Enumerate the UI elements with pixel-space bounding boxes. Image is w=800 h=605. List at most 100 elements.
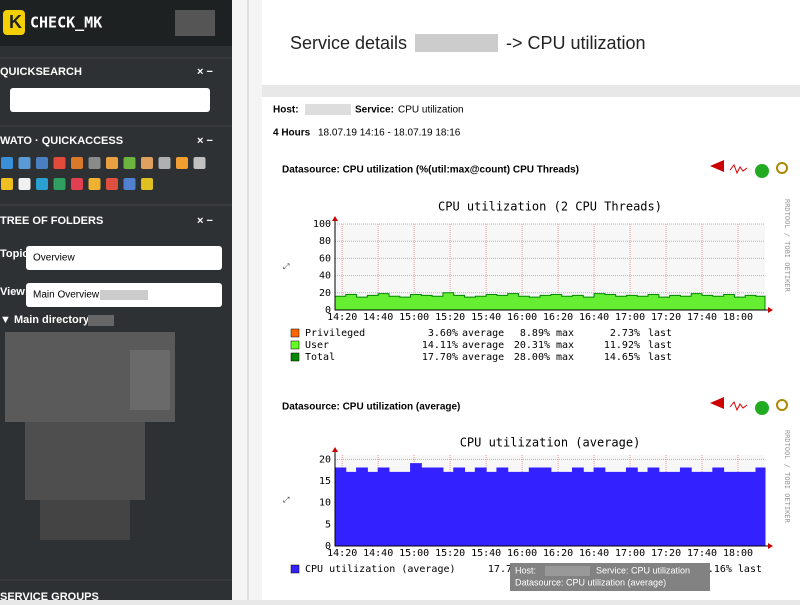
quickaccess-icon[interactable]	[159, 157, 171, 169]
x-tick-label: 16:40	[579, 548, 609, 559]
quickaccess-icon[interactable]	[71, 178, 83, 190]
legend-cell: last	[648, 328, 672, 339]
legend-cell: 11.92%	[604, 340, 640, 351]
tooltip-text: Datasource: CPU utilization (average)	[515, 577, 666, 587]
legend-swatch	[291, 353, 299, 361]
y-tick-label: 20	[319, 288, 331, 299]
view-value: Main Overview	[33, 290, 100, 301]
x-tick-label: 14:40	[363, 312, 393, 323]
legend-cell: max	[556, 328, 574, 339]
blurred-host	[415, 34, 498, 52]
quickaccess-icon[interactable]	[54, 178, 66, 190]
quickaccess-icon[interactable]	[36, 157, 48, 169]
x-tick-label: 16:20	[543, 312, 573, 323]
quickaccess-icon[interactable]	[106, 178, 118, 190]
quickaccess-icon[interactable]	[1, 178, 13, 190]
blurred-text	[100, 290, 148, 300]
legend-cell: 17.70%	[422, 352, 458, 363]
x-tick-label: 15:00	[399, 548, 429, 559]
legend-cell: .16% last	[708, 564, 762, 575]
y-tick-label: 20	[319, 454, 331, 465]
legend-cell: 14.11%	[422, 340, 458, 351]
blurred-user	[175, 10, 215, 36]
gutter	[232, 0, 262, 600]
legend-cell: max	[556, 352, 574, 363]
tooltip-text: Host:	[515, 565, 536, 575]
quickaccess-icon[interactable]	[1, 157, 13, 169]
section-title[interactable]: WATO · QUICKACCESS	[0, 135, 123, 147]
service: CPU utilization	[398, 105, 464, 116]
y-tick-label: 10	[319, 498, 331, 509]
quickaccess-icon[interactable]	[89, 178, 101, 190]
legend-cell: average	[462, 328, 504, 339]
legend-cell: 14.65%	[604, 352, 640, 363]
quickaccess-icon[interactable]	[89, 157, 101, 169]
quickaccess-icon[interactable]	[194, 157, 206, 169]
header-title: Service details	[290, 33, 407, 53]
x-tick-label: 14:20	[327, 312, 357, 323]
field-label: View:	[0, 286, 29, 298]
x-tick-label: 17:40	[687, 548, 717, 559]
x-tick-label: 16:00	[507, 548, 537, 559]
quickaccess-icon[interactable]	[176, 157, 188, 169]
legend-cell: last	[648, 352, 672, 363]
blurred-text	[88, 315, 114, 326]
legend-cell: 2.73%	[610, 328, 640, 339]
x-tick-label: 17:20	[651, 312, 681, 323]
side-label: RRDTOOL / TOBI OETIKER	[783, 199, 791, 293]
x-tick-label: 15:20	[435, 312, 465, 323]
y-tick-label: 15	[319, 476, 331, 487]
y-tick-label: 40	[319, 271, 331, 282]
graph-title: CPU utilization (average)	[460, 436, 641, 450]
section-title[interactable]: TREE OF FOLDERS	[0, 215, 103, 227]
quickaccess-icon[interactable]	[19, 157, 31, 169]
search-input[interactable]	[10, 88, 210, 112]
section-title[interactable]: QUICKSEARCH	[0, 66, 82, 78]
zoom-icon: ⤢	[282, 496, 289, 505]
legend-swatch	[291, 329, 299, 337]
logo-k: K	[9, 12, 22, 32]
close-button[interactable]: × −	[197, 215, 213, 227]
x-tick-label: 17:00	[615, 548, 645, 559]
legend-cell: Total	[305, 352, 335, 363]
legend-cell: average	[462, 340, 504, 351]
range-label: 4 Hours	[273, 128, 311, 139]
quickaccess-icon[interactable]	[124, 157, 136, 169]
x-tick-label: 17:20	[651, 548, 681, 559]
blurred-host	[545, 566, 590, 576]
graph-action[interactable]	[755, 401, 769, 415]
quickaccess-icon[interactable]	[54, 157, 66, 169]
range: 18.07.19 14:16 - 18.07.19 18:16	[318, 128, 461, 139]
quickaccess-icon[interactable]	[141, 157, 153, 169]
datasource-label: Datasource: CPU utilization (%(util:max@…	[282, 165, 579, 176]
close-button[interactable]: × −	[197, 135, 213, 147]
legend-cell: Privileged	[305, 328, 365, 339]
logo-text[interactable]: CHECK_MK	[30, 14, 102, 32]
quickaccess-icon[interactable]	[106, 157, 118, 169]
blurred-host	[305, 104, 351, 115]
x-tick-label: 14:20	[327, 548, 357, 559]
x-tick-label: 18:00	[723, 312, 753, 323]
quickaccess-icon[interactable]	[36, 178, 48, 190]
section-title[interactable]: SERVICE GROUPS	[0, 591, 99, 600]
legend-cell: last	[648, 340, 672, 351]
quickaccess-icon[interactable]	[19, 178, 31, 190]
close-button[interactable]: × −	[197, 66, 213, 78]
host-label: Host:	[273, 105, 299, 116]
y-tick-label: 100	[313, 219, 331, 230]
x-tick-label: 16:20	[543, 548, 573, 559]
x-tick-label: 15:20	[435, 548, 465, 559]
x-tick-label: 15:40	[471, 548, 501, 559]
quickaccess-icon[interactable]	[124, 178, 136, 190]
x-tick-label: 18:00	[723, 548, 753, 559]
x-tick-label: 17:40	[687, 312, 717, 323]
legend-cell: average	[462, 352, 504, 363]
graph-action[interactable]	[755, 164, 769, 178]
quickaccess-icon[interactable]	[71, 157, 83, 169]
quickaccess-icon[interactable]	[141, 178, 153, 190]
legend-cell: 3.60%	[428, 328, 458, 339]
x-tick-label: 16:40	[579, 312, 609, 323]
tree-root[interactable]: ▼ Main directory	[0, 314, 90, 326]
